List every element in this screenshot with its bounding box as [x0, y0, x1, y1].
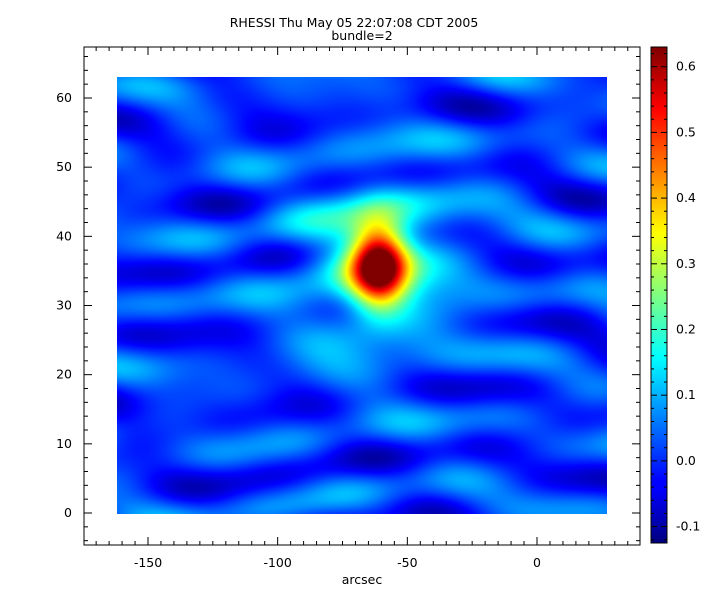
y-tick-label: 20: [56, 367, 72, 382]
x-axis: -150 -100 -50 0: [95, 47, 629, 570]
y-axis: 0 10 20 30 40 50 60: [56, 56, 640, 542]
chart-subtitle: bundle=2: [331, 28, 392, 43]
colorbar-tick-label: 0.2: [676, 321, 696, 336]
colorbar-tick-label: 0.4: [676, 190, 696, 205]
y-tick-label: 10: [56, 436, 72, 451]
y-tick-label: 60: [56, 90, 72, 105]
colorbar-tick-label: 0.6: [676, 59, 696, 74]
y-tick-label: 50: [56, 159, 72, 174]
colorbar-ticks: -0.1 0.0 0.1 0.2 0.3 0.4 0.5 0.6: [651, 53, 700, 541]
colorbar-tick-label: 0.0: [676, 453, 696, 468]
colorbar-tick-label: -0.1: [676, 519, 700, 534]
colorbar-tick-label: 0.1: [676, 387, 696, 402]
x-tick-label: -100: [263, 555, 291, 570]
x-axis-label: arcsec: [342, 572, 383, 587]
heatmap-image: [117, 77, 607, 514]
chart-title: RHESSI Thu May 05 22:07:08 CDT 2005: [230, 15, 479, 30]
x-tick-label: -50: [397, 555, 417, 570]
x-tick-label: 0: [533, 555, 541, 570]
y-tick-label: 0: [64, 505, 72, 520]
colorbar: -0.1 0.0 0.1 0.2 0.3 0.4 0.5 0.6: [650, 46, 700, 544]
colorbar-gradient: [650, 46, 668, 544]
x-tick-label: -150: [134, 555, 162, 570]
colorbar-tick-label: 0.3: [676, 256, 696, 271]
heatmap-image-holder: [117, 77, 607, 514]
y-tick-label: 40: [56, 228, 72, 243]
colorbar-tick-label: 0.5: [676, 124, 696, 139]
plot-area: [83, 46, 641, 546]
y-tick-label: 30: [56, 298, 72, 313]
plot-frame: [83, 46, 641, 546]
